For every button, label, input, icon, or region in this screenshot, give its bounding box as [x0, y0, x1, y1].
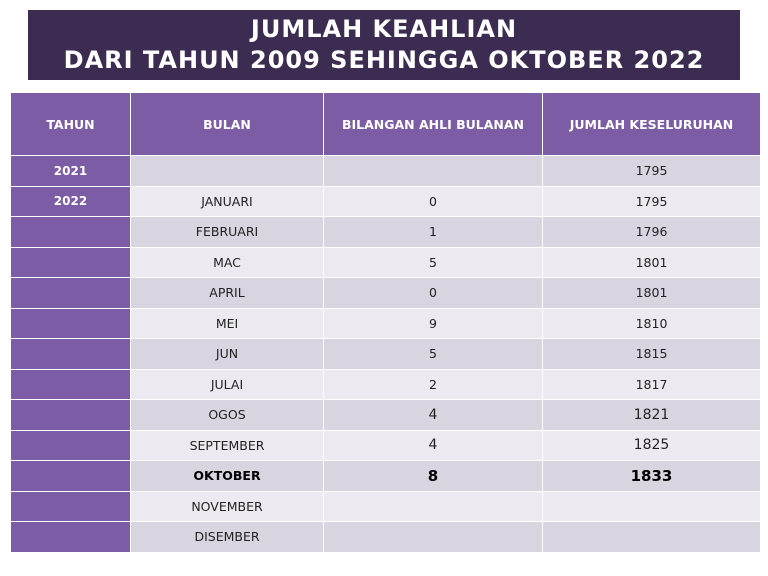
cell-bilangan: 2 — [323, 368, 543, 400]
cell-tahun — [10, 338, 131, 370]
cell-bilangan — [323, 490, 543, 522]
table-row: SEPTEMBER 4 1825 — [10, 429, 761, 461]
cell-bulan: JUN — [130, 338, 324, 370]
table-row: NOVEMBER — [10, 490, 761, 522]
cell-jumlah — [542, 521, 761, 553]
cell-tahun — [10, 429, 131, 461]
table-row: MAC 5 1801 — [10, 246, 761, 278]
cell-tahun — [10, 307, 131, 339]
cell-bilangan: 5 — [323, 246, 543, 278]
cell-bulan: JULAI — [130, 368, 324, 400]
cell-jumlah — [542, 490, 761, 522]
page-title-banner: JUMLAH KEAHLIAN DARI TAHUN 2009 SEHINGGA… — [28, 10, 740, 80]
cell-jumlah: 1825 — [542, 429, 761, 461]
cell-tahun: 2021 — [10, 155, 131, 187]
cell-tahun — [10, 216, 131, 248]
cell-bulan: FEBRUARI — [130, 216, 324, 248]
cell-bilangan: 9 — [323, 307, 543, 339]
cell-tahun — [10, 460, 131, 492]
cell-jumlah: 1801 — [542, 277, 761, 309]
table-row: DISEMBER — [10, 521, 761, 553]
cell-jumlah: 1810 — [542, 307, 761, 339]
table-row: MEI 9 1810 — [10, 307, 761, 339]
table-row: 2021 1795 — [10, 155, 761, 187]
cell-tahun: 2022 — [10, 185, 131, 217]
membership-table: TAHUN BULAN BILANGAN AHLI BULANAN JUMLAH… — [10, 92, 761, 553]
cell-bilangan — [323, 521, 543, 553]
cell-bulan: OGOS — [130, 399, 324, 431]
table-row: FEBRUARI 1 1796 — [10, 216, 761, 248]
page-title-line-2: DARI TAHUN 2009 SEHINGGA OKTOBER 2022 — [63, 46, 705, 74]
cell-tahun — [10, 521, 131, 553]
cell-tahun — [10, 399, 131, 431]
header-bilangan-ahli-bulanan: BILANGAN AHLI BULANAN — [323, 92, 543, 156]
cell-bulan: MAC — [130, 246, 324, 278]
cell-jumlah: 1815 — [542, 338, 761, 370]
cell-tahun — [10, 277, 131, 309]
cell-bilangan: 8 — [323, 460, 543, 492]
cell-bulan — [130, 155, 324, 187]
cell-tahun — [10, 246, 131, 278]
cell-bulan: JANUARI — [130, 185, 324, 217]
header-tahun: TAHUN — [10, 92, 131, 156]
cell-bilangan: 1 — [323, 216, 543, 248]
cell-jumlah: 1817 — [542, 368, 761, 400]
header-bulan: BULAN — [130, 92, 324, 156]
cell-bulan: SEPTEMBER — [130, 429, 324, 461]
cell-jumlah: 1795 — [542, 185, 761, 217]
cell-jumlah: 1821 — [542, 399, 761, 431]
cell-bulan: MEI — [130, 307, 324, 339]
cell-bilangan: 5 — [323, 338, 543, 370]
cell-bilangan: 0 — [323, 277, 543, 309]
cell-bilangan: 0 — [323, 185, 543, 217]
table-row: 2022 JANUARI 0 1795 — [10, 185, 761, 217]
cell-jumlah: 1833 — [542, 460, 761, 492]
cell-jumlah: 1796 — [542, 216, 761, 248]
cell-jumlah: 1801 — [542, 246, 761, 278]
cell-tahun — [10, 368, 131, 400]
cell-bulan: OKTOBER — [130, 460, 324, 492]
cell-bilangan: 4 — [323, 429, 543, 461]
header-jumlah-keseluruhan: JUMLAH KESELURUHAN — [542, 92, 761, 156]
cell-bulan: DISEMBER — [130, 521, 324, 553]
table-row: JULAI 2 1817 — [10, 368, 761, 400]
table-row-current-month: OKTOBER 8 1833 — [10, 460, 761, 492]
table-header-row: TAHUN BULAN BILANGAN AHLI BULANAN JUMLAH… — [10, 92, 761, 156]
page-title-line-1: JUMLAH KEAHLIAN — [250, 15, 518, 43]
table-row: APRIL 0 1801 — [10, 277, 761, 309]
cell-jumlah: 1795 — [542, 155, 761, 187]
table-row: OGOS 4 1821 — [10, 399, 761, 431]
cell-bilangan — [323, 155, 543, 187]
cell-tahun — [10, 490, 131, 522]
table-row: JUN 5 1815 — [10, 338, 761, 370]
cell-bulan: APRIL — [130, 277, 324, 309]
cell-bilangan: 4 — [323, 399, 543, 431]
cell-bulan: NOVEMBER — [130, 490, 324, 522]
